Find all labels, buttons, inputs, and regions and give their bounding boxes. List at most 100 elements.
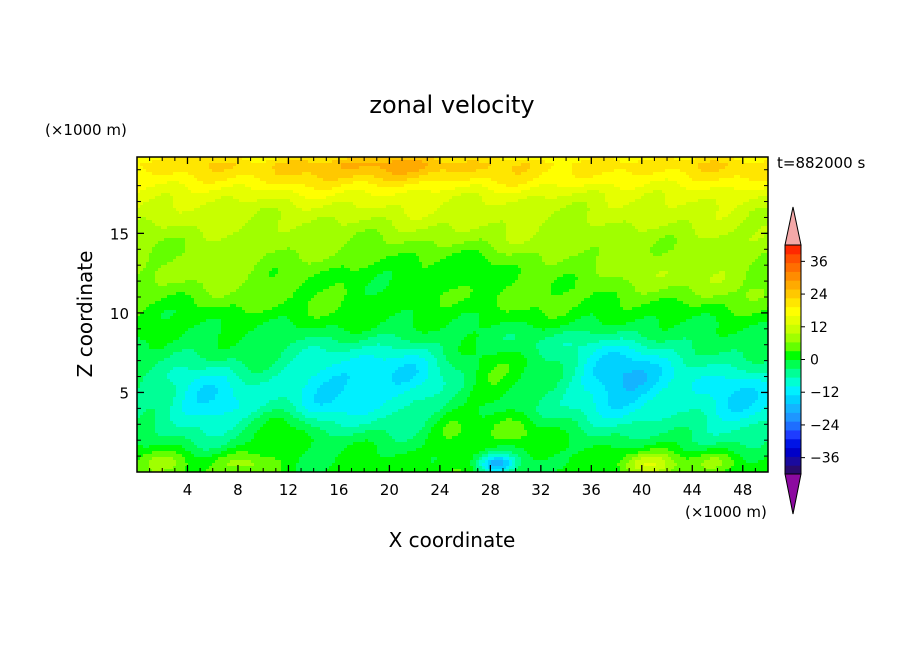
field-cell [260, 415, 294, 419]
field-cell [662, 457, 672, 461]
field-cell [632, 358, 669, 362]
field-cell [461, 427, 495, 431]
field-cell [443, 385, 465, 389]
field-cell [569, 460, 621, 464]
field-cell [365, 439, 369, 443]
field-cell [569, 382, 582, 386]
field-cell [605, 388, 627, 392]
field-cell [551, 283, 576, 287]
field-cell [533, 235, 666, 239]
field-cell [341, 424, 360, 428]
field-cell [296, 250, 339, 254]
field-cell [182, 454, 195, 458]
field-cell [590, 208, 720, 212]
field-cell [137, 343, 150, 347]
field-cell [329, 379, 348, 383]
field-cell [626, 169, 666, 173]
field-cell [344, 283, 369, 287]
field-cell [587, 343, 642, 347]
field-cell [746, 217, 768, 221]
field-cell [479, 364, 498, 368]
field-cell [656, 463, 666, 467]
field-cell [713, 433, 720, 437]
field-cell [371, 217, 387, 221]
field-cell [230, 385, 306, 389]
field-cell [173, 403, 183, 407]
field-cell [617, 295, 702, 299]
field-cell [650, 361, 672, 365]
field-cell [317, 391, 342, 395]
field-cell [506, 229, 540, 233]
field-cell [437, 244, 453, 248]
field-cell [392, 376, 414, 380]
field-cell [278, 316, 288, 320]
field-cell [560, 208, 591, 212]
field-cell [479, 334, 507, 338]
field-cell [194, 379, 228, 383]
field-cell [245, 280, 306, 284]
field-cell [557, 385, 570, 389]
field-cell [428, 364, 438, 368]
field-cell [179, 337, 219, 341]
field-cell [398, 367, 417, 371]
field-cell [272, 376, 312, 380]
field-cell [275, 163, 342, 167]
field-cell [185, 457, 219, 461]
field-cell [488, 241, 510, 245]
field-cell [704, 466, 717, 470]
field-cell [308, 301, 342, 305]
field-cell [404, 364, 417, 368]
field-cell [506, 184, 519, 188]
field-cell [395, 370, 420, 374]
field-cell [626, 463, 636, 467]
field-cell [242, 337, 306, 341]
field-cell [302, 283, 336, 287]
field-cell [221, 328, 255, 332]
field-cell [137, 163, 141, 167]
field-cell [599, 358, 633, 362]
field-cell [473, 469, 480, 472]
field-cell [605, 196, 642, 200]
field-cell [296, 406, 306, 410]
field-cell [578, 352, 594, 356]
field-cell [446, 382, 465, 386]
field-cell [413, 436, 429, 440]
field-cell [137, 271, 141, 275]
field-cell [386, 169, 420, 173]
field-cell [503, 376, 522, 380]
field-cell [176, 208, 195, 212]
field-cell [668, 358, 684, 362]
colorbar-tick-label: 12 [810, 320, 828, 336]
field-cell [368, 337, 402, 341]
field-cell [137, 229, 201, 233]
field-cell [629, 346, 648, 350]
field-cell [458, 346, 477, 350]
field-cell [647, 400, 717, 404]
field-cell [497, 352, 522, 356]
field-cell [506, 310, 510, 314]
field-cell [638, 331, 717, 335]
field-cell [326, 367, 399, 371]
field-cell [272, 268, 279, 272]
field-cell [227, 235, 354, 239]
field-cell [137, 184, 156, 188]
field-cell [734, 187, 765, 191]
field-cell [443, 427, 462, 431]
field-cell [254, 214, 282, 218]
field-cell [233, 388, 303, 392]
field-cell [524, 424, 537, 428]
field-cell [137, 346, 150, 350]
field-cell [464, 241, 489, 245]
field-cell [317, 217, 336, 221]
field-cell [218, 340, 240, 344]
field-cell [341, 247, 495, 251]
field-cell [233, 196, 306, 200]
field-cell [194, 442, 228, 446]
field-cell [446, 358, 480, 362]
field-cell [581, 427, 675, 431]
field-cell [518, 265, 597, 269]
field-cell [137, 379, 144, 383]
field-cell [695, 292, 729, 296]
field-cell [599, 253, 654, 257]
field-cell [392, 274, 519, 278]
